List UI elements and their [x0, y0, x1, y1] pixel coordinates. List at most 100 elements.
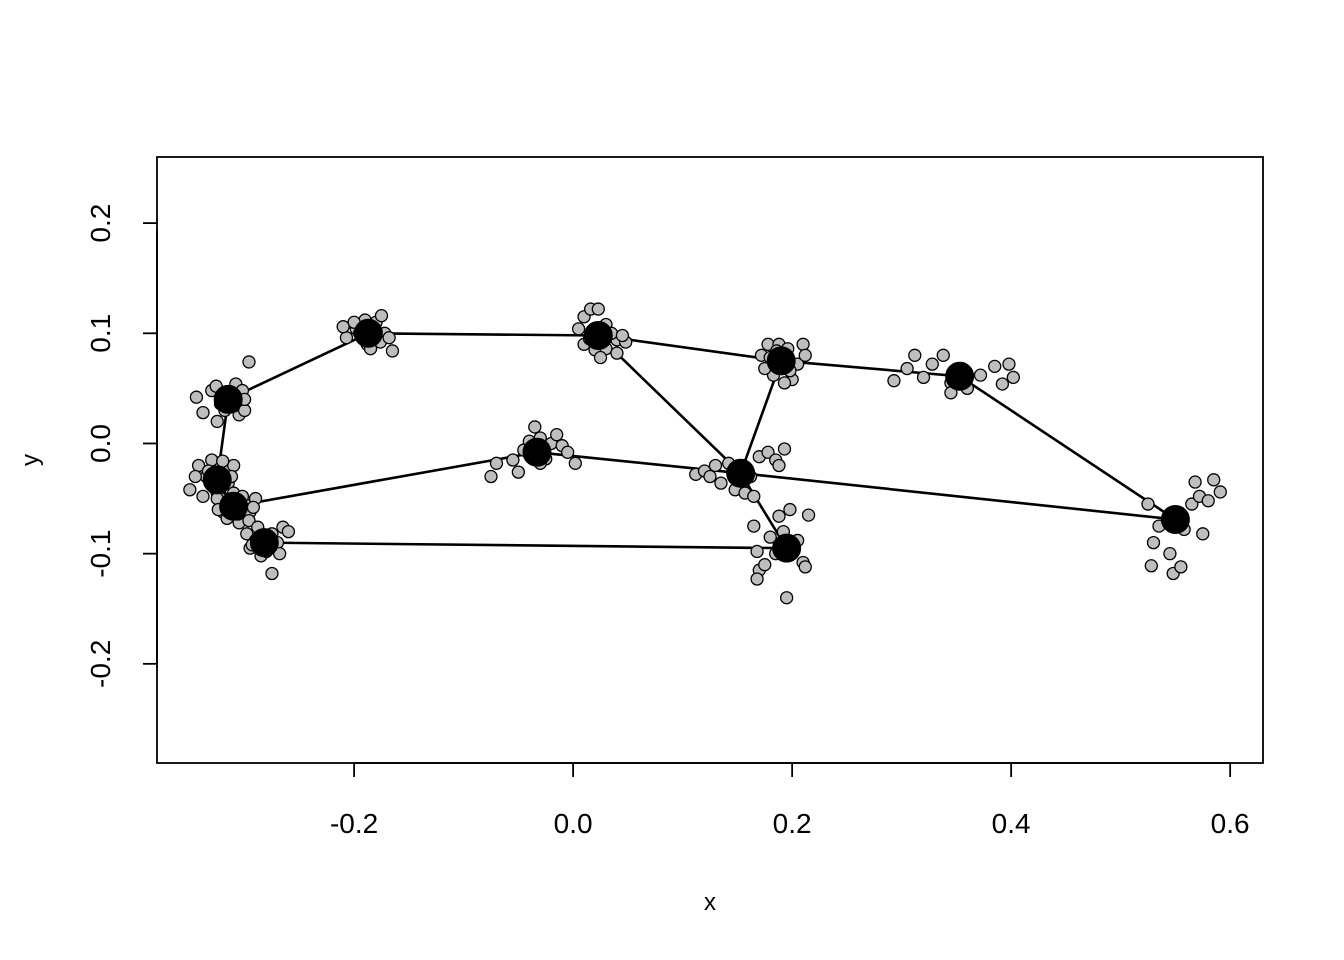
sample-point — [615, 328, 630, 343]
mean-landmark-point — [219, 491, 249, 521]
link-line — [227, 332, 369, 401]
sample-point — [750, 572, 764, 586]
mean-landmark-point — [945, 361, 975, 391]
sample-point — [908, 348, 922, 362]
y-tick-label: 0.0 — [85, 424, 116, 463]
sample-point — [777, 442, 792, 456]
link-line — [740, 471, 1176, 521]
sample-point — [747, 519, 761, 533]
sample-point — [210, 414, 224, 429]
sample-point — [1174, 560, 1188, 574]
sample-point — [1002, 357, 1016, 371]
sample-point — [703, 469, 717, 484]
sample-point — [1207, 473, 1221, 487]
sample-point — [796, 337, 810, 351]
sample-point — [1144, 559, 1158, 573]
sample-point — [925, 357, 939, 371]
sample-point — [798, 560, 812, 574]
sample-point — [593, 350, 608, 365]
sample-point — [1213, 485, 1227, 499]
sample-point — [484, 469, 498, 484]
sample-point — [385, 344, 400, 358]
y-tick-label: 0.2 — [85, 204, 116, 243]
sample-point — [900, 361, 914, 376]
sample-point — [995, 377, 1010, 391]
sample-point — [1141, 497, 1155, 511]
sample-point — [591, 302, 605, 316]
mean-landmark-point — [202, 465, 232, 495]
link-line — [233, 451, 538, 508]
sample-point — [205, 453, 219, 467]
sample-point — [281, 524, 296, 539]
sample-point — [550, 428, 564, 442]
sample-point — [196, 489, 210, 504]
sample-point — [183, 483, 197, 497]
sample-point — [916, 370, 931, 385]
y-axis-title: y — [17, 454, 44, 466]
sample-point — [506, 453, 520, 467]
sample-point — [1196, 527, 1210, 541]
sample-point — [747, 489, 761, 504]
sample-point — [511, 465, 526, 479]
sample-point — [1188, 475, 1202, 489]
x-axis-title: x — [704, 889, 716, 916]
plot-frame — [156, 156, 1264, 764]
sample-point — [382, 331, 396, 345]
y-tick-label: -0.1 — [85, 530, 116, 578]
sample-point — [227, 458, 241, 473]
sample-point — [973, 368, 988, 382]
sample-point — [240, 527, 254, 541]
sample-point — [708, 458, 723, 473]
sample-point — [189, 390, 204, 404]
sample-point — [801, 508, 816, 522]
mean-landmark-point — [772, 533, 802, 563]
sample-point — [528, 420, 542, 434]
sample-point — [750, 544, 764, 559]
mean-landmark-point — [1160, 504, 1190, 534]
x-tick-label: 0.6 — [1211, 808, 1250, 839]
x-tick-label: -0.2 — [330, 808, 378, 839]
sample-point — [610, 346, 624, 360]
sample-point — [887, 374, 901, 388]
link-line — [597, 334, 742, 475]
sample-point — [783, 502, 797, 517]
sample-point — [265, 566, 279, 581]
sample-point — [336, 320, 350, 334]
mean-landmark-point — [522, 437, 552, 467]
mean-landmark-point — [726, 458, 756, 488]
sample-point — [568, 456, 582, 470]
sample-point — [772, 458, 786, 473]
sample-point — [988, 359, 1002, 373]
link-line — [958, 375, 1177, 521]
sample-point — [560, 445, 575, 459]
sample-point — [339, 331, 354, 345]
mean-landmark-point — [766, 346, 796, 376]
mean-landmark-point — [249, 528, 279, 558]
sample-point — [777, 376, 792, 390]
link-lines — [215, 331, 1177, 550]
sample-point — [780, 591, 794, 605]
x-tick-label: 0.0 — [554, 808, 593, 839]
sample-point — [798, 348, 812, 362]
sample-points — [183, 302, 1227, 605]
x-tick-label: 0.2 — [773, 808, 812, 839]
sample-point — [489, 456, 504, 470]
x-axis: -0.2 0.0 0.2 0.4 0.6 — [330, 762, 1250, 839]
sample-point — [246, 500, 261, 515]
sample-point — [188, 469, 202, 484]
link-line — [781, 359, 960, 378]
sample-point — [1201, 494, 1215, 508]
mean-landmark-point — [583, 320, 613, 350]
sample-point — [242, 513, 256, 528]
sample-point — [374, 309, 389, 323]
sample-point — [936, 348, 950, 362]
y-axis: -0.2 -0.1 0.0 0.1 0.2 — [85, 204, 158, 688]
sample-point — [571, 322, 586, 336]
mean-landmarks — [202, 318, 1190, 563]
y-tick-label: -0.2 — [85, 640, 116, 688]
sample-point — [763, 530, 777, 544]
mean-landmark-point — [353, 318, 383, 348]
sample-point — [758, 558, 772, 572]
mean-landmark-point — [213, 384, 243, 414]
